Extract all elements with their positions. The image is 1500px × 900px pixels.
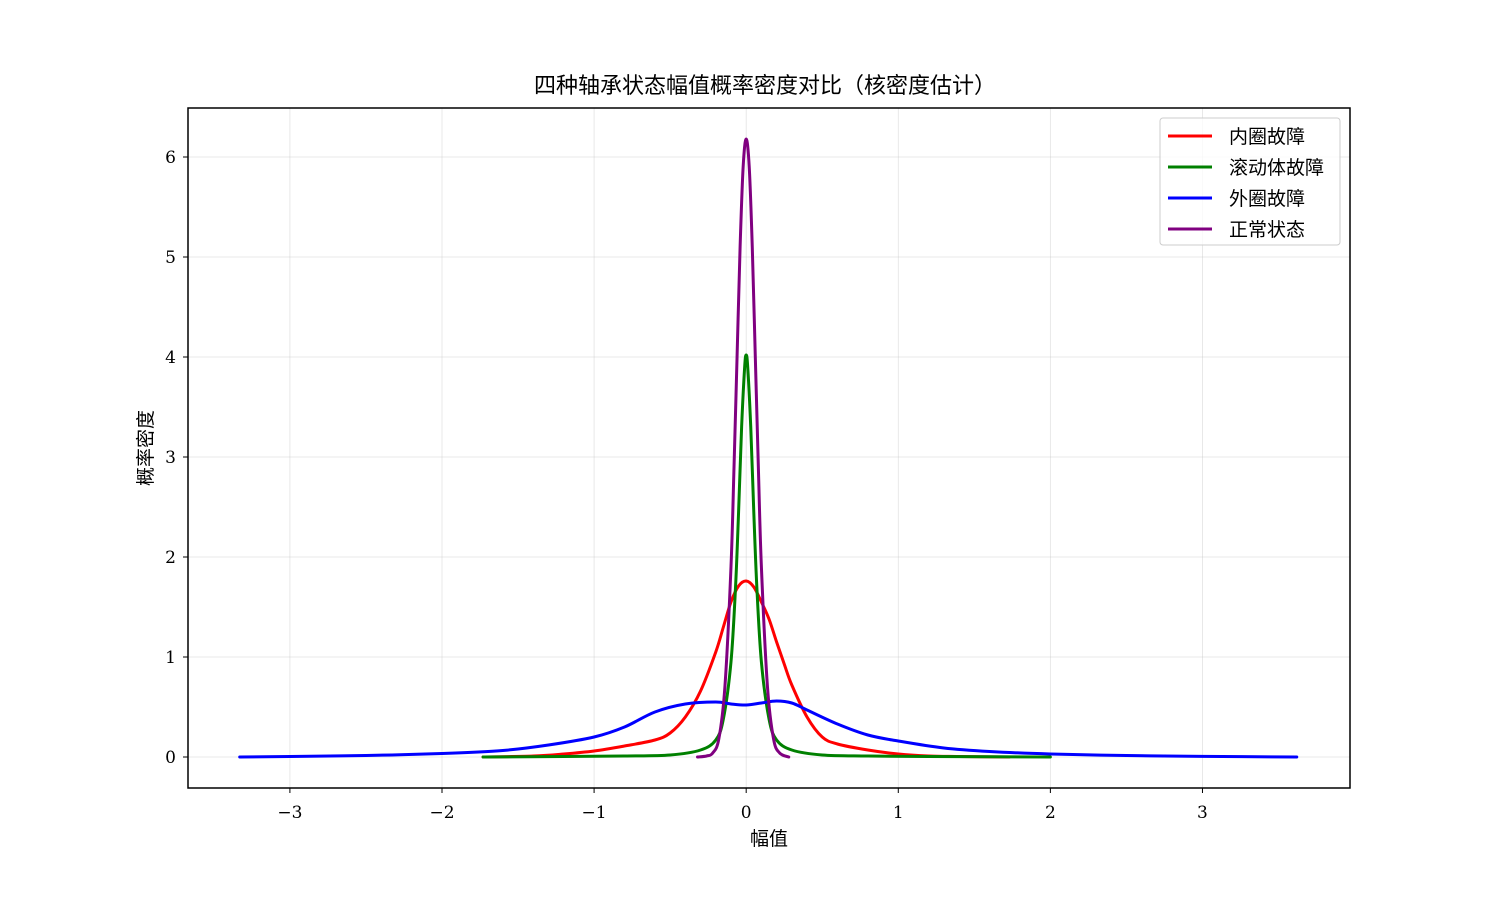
axis-ticks: −3 −2 −1 0 1 2 3 0 1 2 3 4 5 6 bbox=[165, 148, 1208, 823]
y-axis-title: 概率密度 bbox=[135, 410, 157, 486]
grid-lines bbox=[188, 108, 1350, 788]
y-tick-label: 1 bbox=[165, 648, 176, 668]
x-axis-title: 幅值 bbox=[750, 828, 788, 850]
legend-label-inner-race-fault: 内圈故障 bbox=[1229, 126, 1305, 148]
x-tick-label: 3 bbox=[1197, 803, 1208, 823]
chart-title: 四种轴承状态幅值概率密度对比（核密度估计） bbox=[534, 74, 996, 99]
x-tick-label: 0 bbox=[741, 803, 752, 823]
legend-label-outer-race-fault: 外圈故障 bbox=[1229, 188, 1305, 210]
series-line-rolling-element-fault bbox=[481, 353, 1052, 759]
y-tick-label: 6 bbox=[165, 148, 176, 168]
x-tick-label: 1 bbox=[893, 803, 904, 823]
series-line-outer-race-fault bbox=[238, 699, 1299, 759]
legend-box bbox=[1159, 117, 1341, 246]
x-tick-label: 2 bbox=[1045, 803, 1056, 823]
series-lines bbox=[238, 137, 1299, 759]
legend-label-rolling-element-fault: 滚动体故障 bbox=[1229, 157, 1324, 179]
y-tick-label: 5 bbox=[165, 248, 176, 268]
x-tick-label: −2 bbox=[429, 803, 454, 823]
y-tick-label: 4 bbox=[165, 348, 176, 368]
legend-label-normal-state: 正常状态 bbox=[1229, 219, 1305, 241]
x-tick-label: −3 bbox=[277, 803, 302, 823]
series-line-inner-race-fault bbox=[481, 579, 1011, 759]
axes-frame bbox=[187, 107, 1351, 789]
series-line-normal-state bbox=[696, 137, 791, 759]
y-tick-label: 2 bbox=[165, 548, 176, 568]
x-tick-label: −1 bbox=[582, 803, 607, 823]
y-tick-label: 0 bbox=[165, 748, 176, 768]
y-tick-label: 3 bbox=[165, 448, 176, 468]
